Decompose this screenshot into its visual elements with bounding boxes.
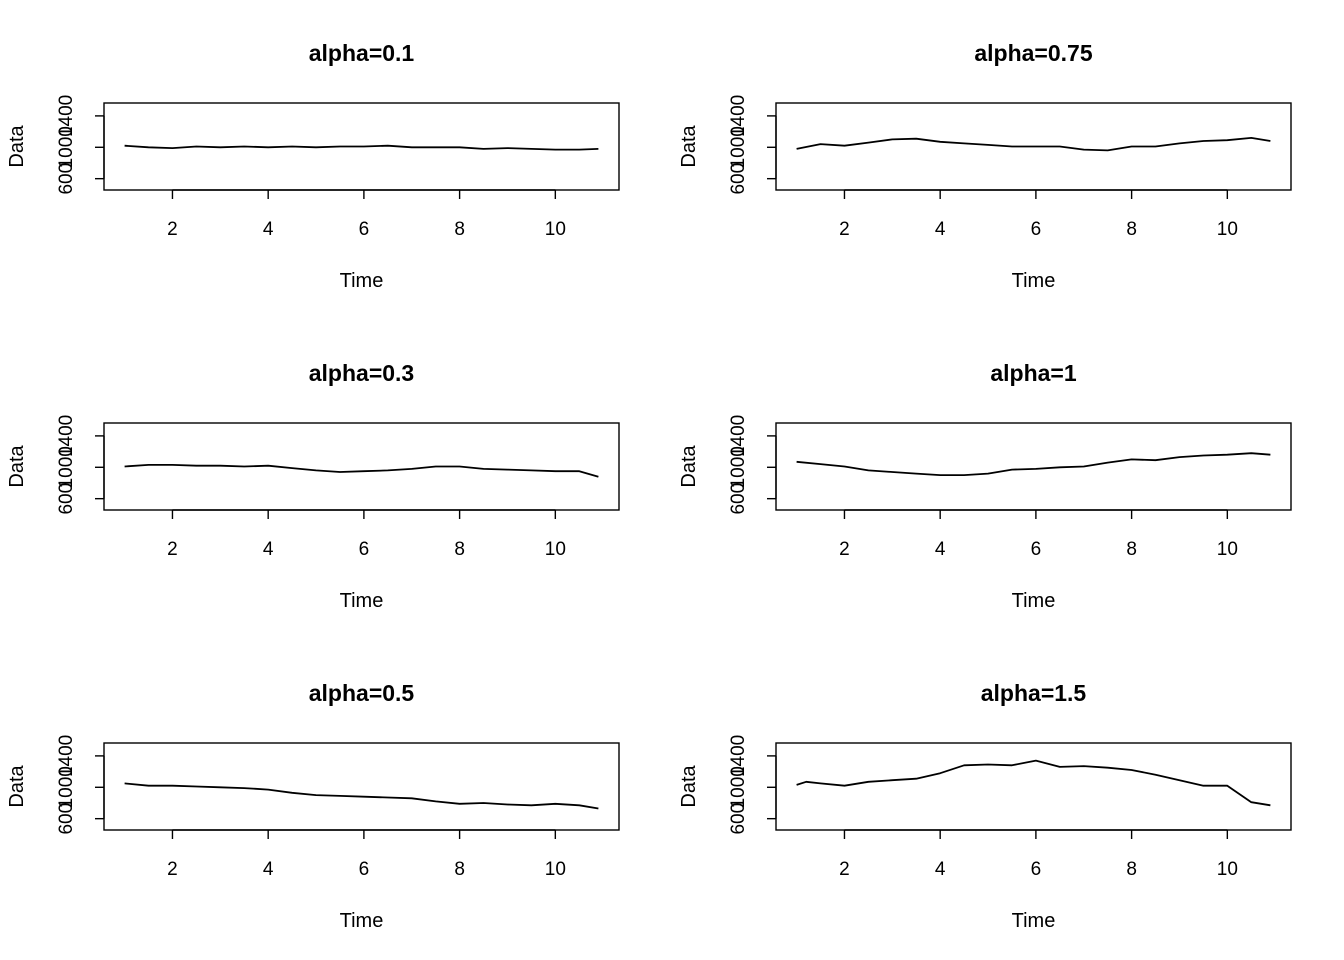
x-tick-label: 4 bbox=[263, 219, 274, 240]
y-axis-label: Data bbox=[6, 445, 28, 488]
y-tick-label: 1400 bbox=[728, 735, 749, 777]
y-tick-label: 1000 bbox=[728, 126, 749, 168]
x-tick-label: 10 bbox=[1217, 219, 1238, 240]
x-tick-label: 4 bbox=[935, 539, 946, 560]
panel-title: alpha=0.5 bbox=[309, 680, 415, 706]
y-tick-label: 600 bbox=[728, 483, 749, 515]
panel-title: alpha=0.1 bbox=[309, 40, 415, 66]
y-axis-label: Data bbox=[678, 125, 700, 168]
y-tick-label: 1400 bbox=[56, 735, 77, 777]
plot-frame bbox=[103, 422, 620, 511]
y-axis-label: Data bbox=[678, 765, 700, 808]
x-tick-label: 4 bbox=[935, 859, 946, 880]
series-line bbox=[124, 782, 599, 810]
y-axis-label: Data bbox=[6, 765, 28, 808]
panel-title: alpha=0.75 bbox=[974, 40, 1092, 66]
series-line bbox=[124, 144, 599, 151]
series-line bbox=[124, 463, 599, 478]
y-axis-label: Data bbox=[6, 125, 28, 168]
y-tick-label: 1000 bbox=[56, 446, 77, 488]
x-tick-label: 6 bbox=[1031, 539, 1042, 560]
x-tick-label: 8 bbox=[1126, 219, 1137, 240]
panel-title: alpha=1.5 bbox=[981, 680, 1087, 706]
series-line bbox=[796, 136, 1271, 152]
x-tick-label: 6 bbox=[1031, 219, 1042, 240]
y-tick-label: 600 bbox=[728, 163, 749, 195]
x-tick-label: 2 bbox=[167, 539, 178, 560]
y-tick-label: 1400 bbox=[56, 415, 77, 457]
y-tick-label: 1000 bbox=[728, 446, 749, 488]
x-tick-label: 6 bbox=[1031, 859, 1042, 880]
x-tick-label: 6 bbox=[359, 859, 370, 880]
y-tick-label: 1000 bbox=[56, 126, 77, 168]
y-tick-label: 1400 bbox=[728, 415, 749, 457]
y-tick-label: 600 bbox=[56, 803, 77, 835]
series-line bbox=[796, 452, 1271, 477]
x-axis-label: Time bbox=[340, 910, 384, 932]
x-tick-label: 2 bbox=[839, 219, 850, 240]
x-tick-label: 4 bbox=[263, 859, 274, 880]
x-tick-label: 2 bbox=[167, 219, 178, 240]
x-axis-label: Time bbox=[1012, 590, 1056, 612]
y-tick-label: 600 bbox=[728, 803, 749, 835]
y-tick-label: 1400 bbox=[56, 95, 77, 137]
x-tick-label: 2 bbox=[839, 539, 850, 560]
x-tick-label: 8 bbox=[1126, 539, 1137, 560]
y-tick-label: 600 bbox=[56, 163, 77, 195]
x-tick-label: 8 bbox=[454, 539, 465, 560]
x-tick-label: 6 bbox=[359, 219, 370, 240]
x-tick-label: 10 bbox=[545, 859, 566, 880]
y-tick-label: 600 bbox=[56, 483, 77, 515]
y-axis-label: Data bbox=[678, 445, 700, 488]
x-axis-label: Time bbox=[340, 590, 384, 612]
x-tick-label: 10 bbox=[545, 539, 566, 560]
x-axis-label: Time bbox=[1012, 910, 1056, 932]
x-tick-label: 8 bbox=[454, 219, 465, 240]
y-tick-label: 1400 bbox=[728, 95, 749, 137]
x-tick-label: 10 bbox=[1217, 859, 1238, 880]
x-axis-label: Time bbox=[340, 270, 384, 292]
series-line bbox=[796, 759, 1271, 807]
x-tick-label: 10 bbox=[545, 219, 566, 240]
plot-frame bbox=[775, 422, 1292, 511]
x-axis-label: Time bbox=[1012, 270, 1056, 292]
x-tick-label: 8 bbox=[454, 859, 465, 880]
panel-title: alpha=1 bbox=[990, 360, 1077, 386]
x-tick-label: 2 bbox=[839, 859, 850, 880]
x-tick-label: 4 bbox=[263, 539, 274, 560]
x-tick-label: 6 bbox=[359, 539, 370, 560]
x-tick-label: 2 bbox=[167, 859, 178, 880]
x-tick-label: 10 bbox=[1217, 539, 1238, 560]
x-tick-label: 8 bbox=[1126, 859, 1137, 880]
y-tick-label: 1000 bbox=[56, 766, 77, 808]
y-tick-label: 1000 bbox=[728, 766, 749, 808]
x-tick-label: 4 bbox=[935, 219, 946, 240]
panel-title: alpha=0.3 bbox=[309, 360, 414, 386]
